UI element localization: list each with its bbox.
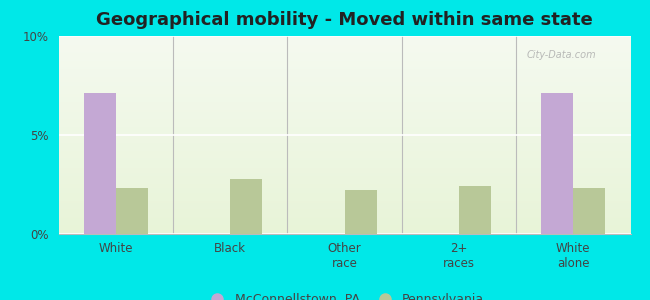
Bar [541,93,573,234]
Bar [230,178,262,234]
Bar [573,188,605,234]
Text: City-Data.com: City-Data.com [527,50,597,60]
Legend: McConnellstown, PA, Pennsylvania: McConnellstown, PA, Pennsylvania [200,288,489,300]
Bar [84,93,116,234]
Bar [459,187,491,234]
Bar [116,188,148,234]
Bar [344,190,376,234]
Title: Geographical mobility - Moved within same state: Geographical mobility - Moved within sam… [96,11,593,29]
